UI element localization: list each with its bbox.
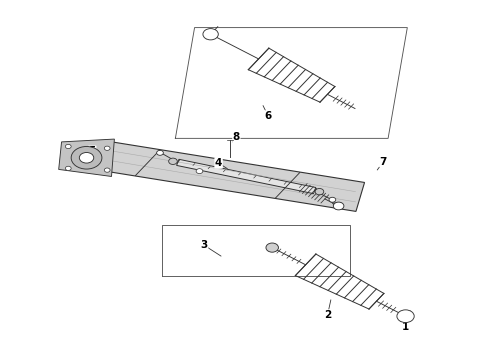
Circle shape [65, 166, 71, 171]
Circle shape [266, 243, 278, 252]
Circle shape [71, 147, 102, 169]
Circle shape [104, 168, 110, 172]
Text: 4: 4 [215, 158, 222, 168]
Polygon shape [176, 159, 316, 194]
Circle shape [196, 168, 203, 174]
Circle shape [104, 146, 110, 150]
Circle shape [65, 144, 71, 149]
Text: 5: 5 [89, 146, 96, 156]
Circle shape [333, 202, 344, 210]
Circle shape [397, 310, 414, 323]
Text: 6: 6 [265, 111, 271, 121]
Text: 7: 7 [380, 157, 387, 167]
Circle shape [79, 153, 94, 163]
Polygon shape [97, 141, 365, 211]
Text: 2: 2 [324, 310, 331, 320]
Circle shape [169, 158, 177, 165]
Circle shape [315, 189, 324, 195]
Polygon shape [59, 139, 114, 176]
Circle shape [329, 197, 336, 202]
Circle shape [203, 28, 218, 40]
Circle shape [157, 150, 163, 155]
Text: 3: 3 [200, 240, 208, 250]
Text: 1: 1 [402, 323, 410, 333]
Text: 8: 8 [233, 132, 240, 142]
